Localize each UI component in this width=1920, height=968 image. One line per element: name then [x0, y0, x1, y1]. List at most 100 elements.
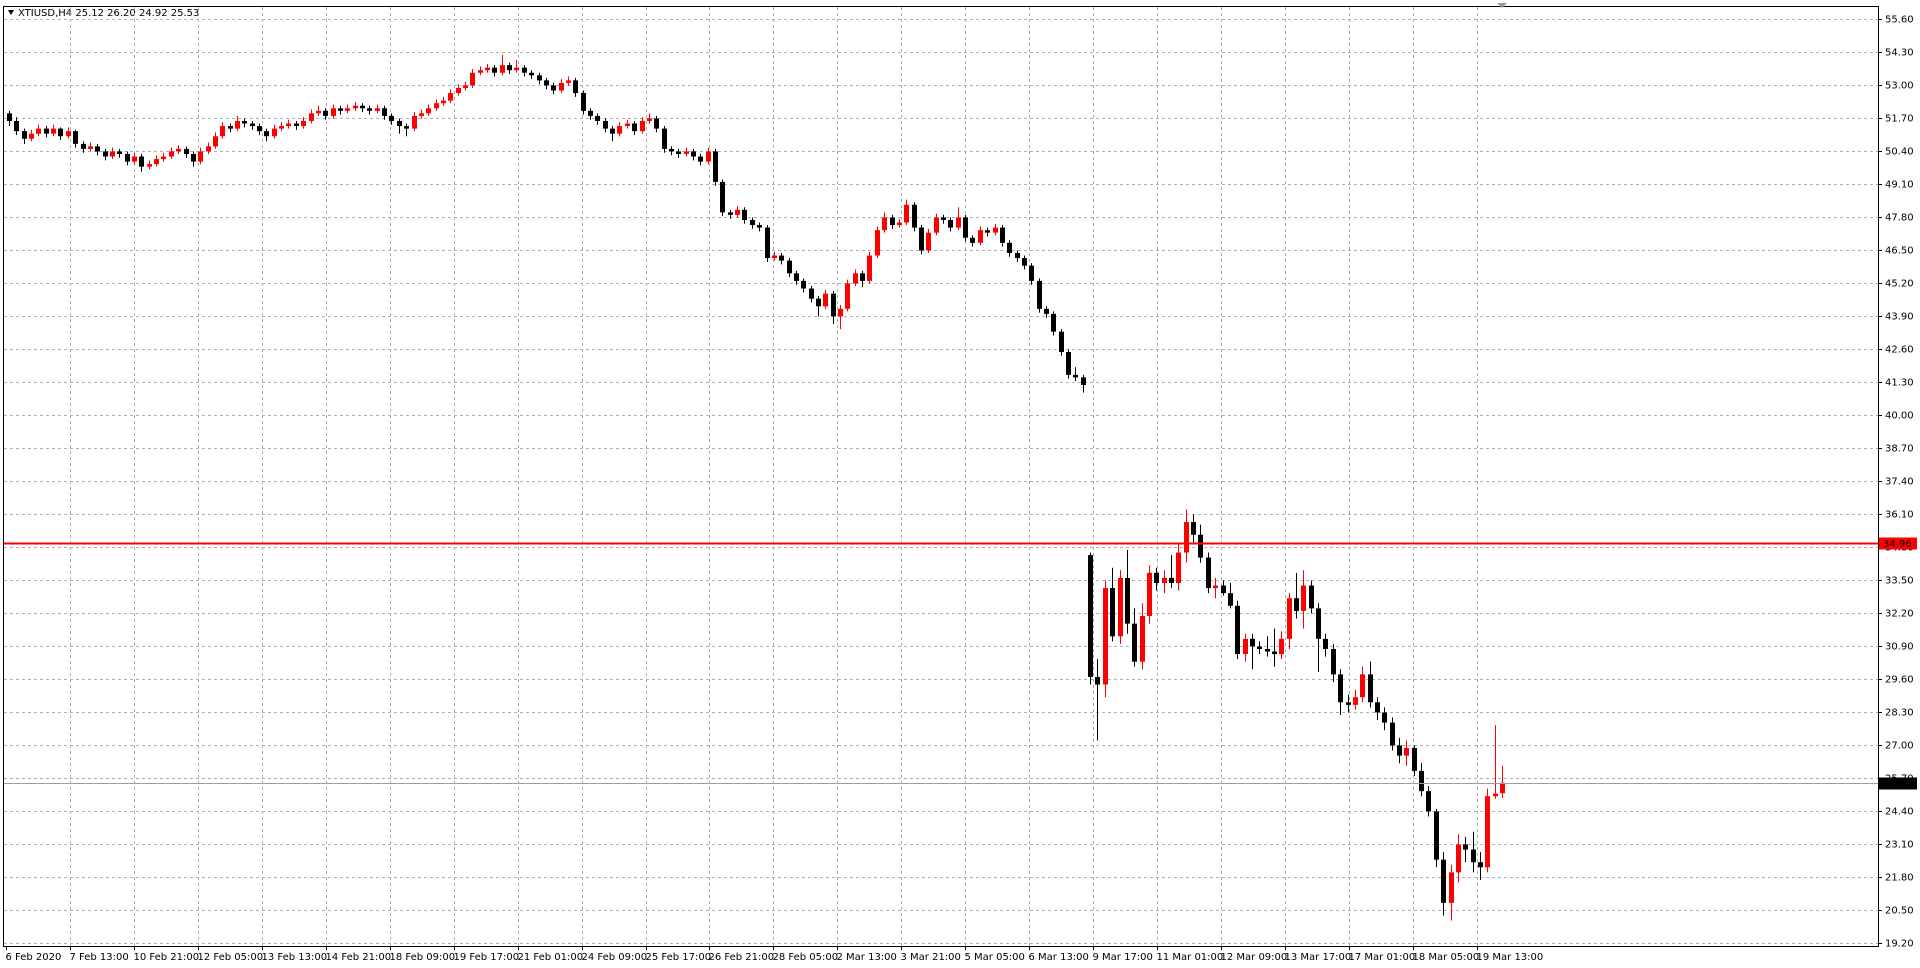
shift-marker: [1497, 3, 1507, 8]
x-tick-label: 6 Mar 13:00: [1029, 952, 1089, 963]
y-tick-label: 28.30: [1885, 708, 1914, 719]
x-tick-label: 3 Mar 21:00: [901, 952, 961, 963]
candle-body: [809, 288, 814, 299]
candle-body: [338, 108, 343, 111]
candle-body: [1132, 623, 1137, 662]
candle-body: [765, 227, 770, 259]
candle-body: [1044, 308, 1049, 314]
x-tick-label: 26 Feb 21:00: [709, 952, 775, 963]
candle-body: [1265, 648, 1270, 652]
candle-body: [353, 105, 358, 109]
x-tick-label: 19 Feb 17:00: [454, 952, 520, 963]
candle-body: [389, 115, 394, 121]
candle-body: [1419, 770, 1424, 792]
y-tick-label: 20.50: [1885, 906, 1914, 917]
candle-body: [588, 110, 593, 116]
candle-body: [632, 123, 637, 132]
candle-body: [647, 118, 652, 121]
candle-body: [507, 65, 512, 71]
y-tick-label: 33.50: [1885, 576, 1914, 587]
candle-body: [706, 151, 711, 162]
candle-body: [66, 131, 71, 137]
candle-body: [1456, 844, 1461, 873]
candle-body: [1095, 676, 1100, 685]
candle-body: [566, 80, 571, 83]
candle-body: [529, 72, 534, 76]
y-tick-label: 45.20: [1885, 279, 1914, 290]
y-tick-label: 50.40: [1885, 147, 1914, 158]
candle-body: [603, 120, 608, 129]
candle-body: [1360, 674, 1365, 698]
candle-body: [559, 82, 564, 91]
y-tick-label: 19.20: [1885, 939, 1914, 950]
y-tick-label: 38.70: [1885, 444, 1914, 455]
candle-body: [1118, 577, 1123, 637]
candle-body: [640, 120, 645, 132]
candle-body: [522, 67, 527, 73]
candle-body: [713, 151, 718, 182]
candle-body: [382, 108, 387, 116]
candle-body: [845, 283, 850, 309]
candle-body: [1051, 313, 1056, 332]
candle-body: [1228, 593, 1233, 606]
y-tick-label: 49.10: [1885, 180, 1914, 191]
candle-body: [610, 128, 615, 134]
candle-body: [242, 120, 247, 124]
candle-body: [1500, 782, 1505, 794]
x-tick-label: 11 Mar 01:00: [1157, 952, 1224, 963]
y-tick-label: 24.40: [1885, 807, 1914, 818]
candle-body: [316, 110, 321, 114]
y-tick-label: 54.30: [1885, 48, 1914, 59]
x-tick-label: 7 Feb 13:00: [70, 952, 129, 963]
x-tick-label: 25 Feb 17:00: [646, 952, 712, 963]
candle-body: [22, 131, 27, 139]
candle-body: [250, 123, 255, 127]
candle-body: [816, 298, 821, 307]
y-tick-label: 32.20: [1885, 609, 1914, 620]
candle-body: [1279, 638, 1284, 655]
x-tick-label: 2 Mar 13:00: [837, 952, 897, 963]
candle-body: [742, 209, 747, 220]
candle-body: [1000, 227, 1005, 243]
candle-body: [1243, 638, 1248, 655]
candle-body: [676, 151, 681, 154]
candle-body: [147, 164, 152, 167]
candle-body: [794, 273, 799, 281]
candle-body: [426, 108, 431, 114]
candle-body: [235, 120, 240, 129]
candle-body: [625, 123, 630, 127]
candle-body: [1301, 585, 1306, 611]
candle-body: [448, 93, 453, 101]
candle-body: [404, 126, 409, 129]
candle-body: [51, 128, 56, 134]
candle-body: [926, 232, 931, 251]
candle-body: [978, 230, 983, 243]
candle-body: [1059, 331, 1064, 352]
candle-body: [1426, 791, 1431, 812]
candle-body: [890, 217, 895, 226]
y-tick-label: 43.90: [1885, 312, 1914, 323]
candle-body: [948, 219, 953, 228]
candle-body: [103, 151, 108, 157]
x-tick-label: 12 Feb 05:00: [198, 952, 264, 963]
menu-icon[interactable]: [8, 10, 14, 15]
candle-body: [81, 143, 86, 149]
y-tick-label: 51.70: [1885, 114, 1914, 125]
candle-body: [456, 87, 461, 94]
candle-body: [1081, 377, 1086, 385]
x-tick-label: 10 Feb 21:00: [134, 952, 200, 963]
candle-body: [367, 108, 372, 111]
candle-body: [1154, 572, 1159, 583]
y-tick-label: 29.60: [1885, 675, 1914, 686]
x-tick-label: 14 Feb 21:00: [326, 952, 392, 963]
candle-body: [1331, 648, 1336, 675]
candle-body: [956, 217, 961, 228]
candle-body: [1191, 522, 1196, 535]
candle-body: [375, 108, 380, 111]
candle-body: [1037, 280, 1042, 309]
candle-body: [198, 151, 203, 162]
candle-body: [397, 120, 402, 127]
candle-body: [1022, 258, 1027, 266]
candle-body: [853, 273, 858, 284]
x-tick-label: 6 Feb 2020: [6, 952, 62, 963]
